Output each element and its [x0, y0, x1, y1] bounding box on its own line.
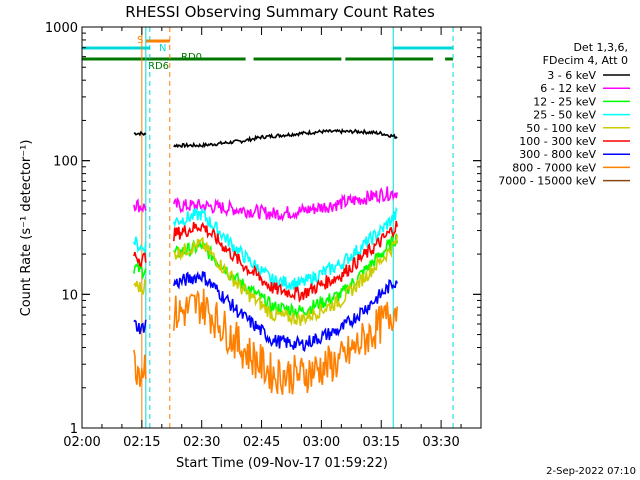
- rd0-flag-label: RD0: [181, 52, 202, 63]
- status-flag-bars: S N RD0 RD6: [82, 35, 454, 72]
- x-tick-label: 02:30: [183, 435, 220, 450]
- series-line-3-6-kev: [173, 128, 398, 149]
- series-line-300-800-kev: [133, 319, 147, 335]
- x-tick-label: 02:15: [123, 435, 160, 450]
- series-line-100-300-kev: [133, 251, 147, 268]
- y-tick-label: 1000: [45, 21, 78, 36]
- series-line-3-6-kev: [133, 130, 147, 137]
- night-flag-label: N: [159, 43, 166, 54]
- x-tick-label: 03:30: [422, 435, 459, 450]
- legend-entry-label: 25 - 50 keV: [533, 109, 596, 122]
- series-line-100-300-kev: [173, 220, 398, 303]
- y-tick-label: 1: [70, 422, 78, 437]
- legend-entry-label: 3 - 6 keV: [547, 69, 596, 82]
- legend-entry-label: 50 - 100 keV: [526, 122, 596, 135]
- series-line-800-7000-kev: [173, 288, 398, 395]
- x-tick-label: 02:00: [63, 435, 100, 450]
- legend-entry-label: 7000 - 15000 keV: [498, 175, 596, 188]
- x-tick-label: 02:45: [243, 435, 280, 450]
- x-axis-label: Start Time (09-Nov-17 01:59:22): [176, 456, 388, 471]
- legend-entry-label: 800 - 7000 keV: [512, 161, 596, 174]
- chart-title: RHESSI Observing Summary Count Rates: [125, 3, 435, 21]
- legend-header-line-1: Det 1,3,6,: [573, 41, 628, 54]
- series-line-25-50-kev: [133, 236, 147, 254]
- x-tick-label: 03:00: [303, 435, 340, 450]
- saa-flag-label: S: [137, 35, 143, 46]
- vertical-markers: [141, 27, 454, 428]
- x-tick-label: 03:15: [363, 435, 400, 450]
- y-tick-label: 100: [53, 155, 78, 170]
- series-line-800-7000-kev: [133, 349, 147, 387]
- y-axis-label: Count Rate (s⁻¹ detector⁻¹): [19, 140, 34, 317]
- series-line-50-100-kev: [173, 234, 398, 327]
- legend-entry-label: 300 - 800 keV: [519, 148, 596, 161]
- legend-header-line-2: FDecim 4, Att 0: [543, 54, 628, 67]
- series-lines: [133, 128, 398, 395]
- rd6-flag-label: RD6: [148, 61, 169, 72]
- legend-entry-label: 12 - 25 keV: [533, 95, 596, 108]
- series-line-6-12-kev: [133, 198, 147, 213]
- y-axis-ticks: 1 10 100 1000: [45, 21, 481, 437]
- y-tick-label: 10: [61, 288, 78, 303]
- series-line-6-12-kev: [173, 186, 398, 222]
- legend-entry-label: 100 - 300 keV: [519, 135, 596, 148]
- series-line-50-100-kev: [133, 278, 147, 295]
- series-line-300-800-kev: [173, 270, 398, 352]
- x-axis-ticks: 02:00 02:15 02:30 02:45 03:00 03:15 03:30: [63, 27, 482, 450]
- series-line-25-50-kev: [173, 206, 398, 292]
- legend-entry-label: 6 - 12 keV: [540, 82, 596, 95]
- footer-timestamp: 2-Sep-2022 07:10: [546, 466, 636, 477]
